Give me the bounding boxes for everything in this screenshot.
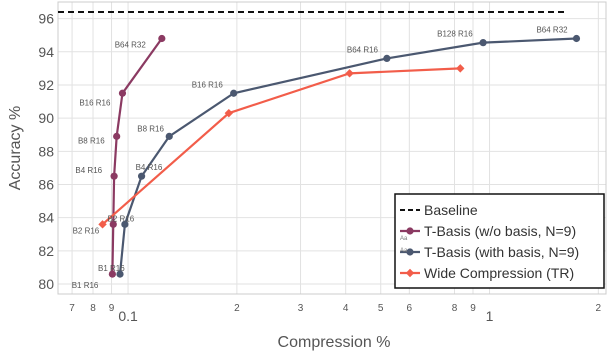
- x-axis-title: Compression %: [278, 334, 391, 351]
- legend-marker-3: [405, 268, 415, 278]
- series-0-point-2: [110, 172, 118, 180]
- x-tick-label-0: 7: [69, 303, 75, 314]
- point-label-s1-7: B64 R32: [536, 26, 568, 35]
- y-tick-label-2: 84: [38, 210, 54, 226]
- series-1-point-4: [230, 89, 238, 97]
- y-axis-title: Accuracy %: [7, 106, 24, 190]
- x-tick-label-12: 2: [596, 303, 602, 314]
- series-0-point-1: [109, 220, 117, 228]
- legend-box: [394, 193, 605, 289]
- x-tick-label-11: 1: [486, 308, 494, 324]
- y-tick-label-7: 94: [38, 44, 54, 60]
- series-2-point-3: [456, 64, 465, 73]
- series-1-point-5: [383, 54, 391, 63]
- x-tick-label-3: 0.1: [118, 308, 138, 324]
- plot-frame: [57, 1, 607, 295]
- series-1-point-3: [165, 132, 173, 140]
- series-1-point-2: [137, 172, 146, 180]
- series-2-point-2: [345, 69, 354, 78]
- series-0: [108, 34, 166, 278]
- legend-marker-1: [406, 227, 414, 235]
- x-tick-label-7: 5: [378, 303, 384, 314]
- y-tick-label-4: 88: [38, 143, 54, 159]
- y-tick-label-8: 96: [38, 11, 54, 27]
- y-tick-label-1: 82: [38, 243, 54, 259]
- x-tick-label-4: 2: [234, 303, 240, 314]
- point-label-s1-2: B4 R16: [136, 163, 163, 172]
- point-label-s2-0: B2 R16: [108, 214, 135, 223]
- y-tick-label-3: 86: [38, 177, 54, 193]
- series-2: [98, 64, 465, 229]
- series-1: [116, 34, 581, 278]
- series-0-point-4: [118, 89, 127, 97]
- series-0-point-0: [108, 270, 116, 278]
- series-2-line: [101, 67, 461, 226]
- point-label-s0-5: B64 R32: [115, 41, 147, 50]
- point-label-s0-4: B16 R16: [79, 98, 111, 107]
- series-1-point-1: [121, 220, 129, 228]
- series-1-point-0: [116, 270, 124, 278]
- x-tick-label-9: 8: [452, 303, 458, 314]
- point-label-s1-4: B16 R16: [192, 80, 224, 89]
- x-tick-label-2: 9: [109, 303, 115, 314]
- x-tick-label-8: 6: [407, 303, 413, 314]
- y-tick-label-0: 80: [38, 276, 54, 292]
- x-tick-label-1: 8: [90, 303, 96, 314]
- point-label-s0-3: B8 R16: [78, 136, 105, 145]
- series-1-point-7: [572, 34, 581, 43]
- legend-marker-2: [406, 248, 414, 256]
- series-1-point-6: [479, 39, 487, 47]
- legend-label-1: T-Basis (w/o basis, N=9): [424, 223, 576, 239]
- legend-label-0: Baseline: [424, 202, 478, 218]
- series-0-line: [111, 37, 163, 275]
- series-2-point-0: [98, 220, 107, 229]
- legend: Baseline T-Basis (w/o basis, N=9) T-Basis …: [394, 193, 605, 289]
- series-1-line: [118, 37, 577, 275]
- point-label-s0-2: B4 R16: [75, 166, 102, 175]
- y-tick-label-5: 90: [38, 110, 54, 126]
- series-0-point-5: [158, 34, 166, 43]
- legend-mark-1: Aa: [400, 248, 408, 254]
- y-tick-label-6: 92: [38, 77, 54, 93]
- legend-mark-0: Aa: [400, 236, 408, 242]
- point-label-s1-6: B128 R16: [437, 30, 473, 39]
- legend-label-2: T-Basis (with basis, N=9): [424, 244, 579, 260]
- series-0-point-3: [113, 132, 121, 140]
- point-label-s1-5: B64 R16: [347, 45, 379, 54]
- series-2-point-1: [224, 108, 234, 118]
- point-label-s1-3: B8 R16: [137, 124, 164, 133]
- x-tick-label-10: 9: [470, 303, 476, 314]
- point-label-s0-0: B1 R16: [72, 281, 99, 290]
- point-label-s1-0: B1 R16: [98, 264, 125, 273]
- point-label-s0-1: B2 R16: [73, 226, 100, 235]
- x-tick-label-6: 4: [343, 303, 349, 314]
- legend-label-3: Wide Compression (TR): [424, 265, 574, 281]
- x-tick-label-5: 3: [298, 303, 304, 314]
